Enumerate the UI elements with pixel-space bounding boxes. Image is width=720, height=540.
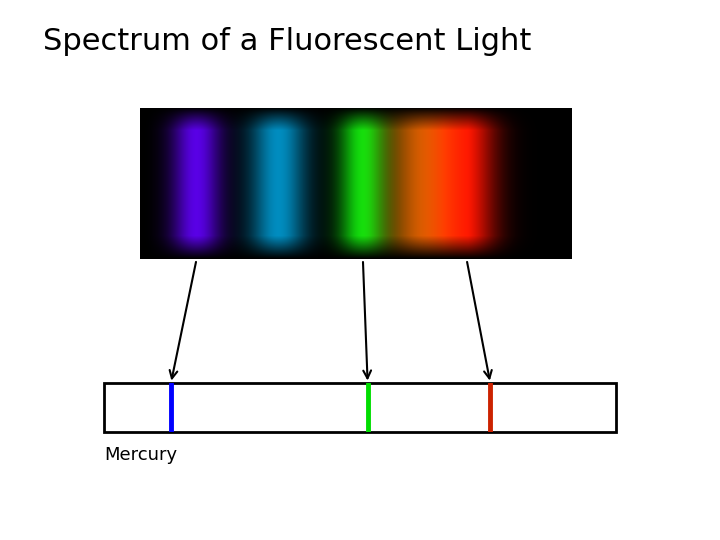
Text: Spectrum of a Fluorescent Light: Spectrum of a Fluorescent Light <box>43 27 531 56</box>
Text: Mercury: Mercury <box>104 446 178 463</box>
